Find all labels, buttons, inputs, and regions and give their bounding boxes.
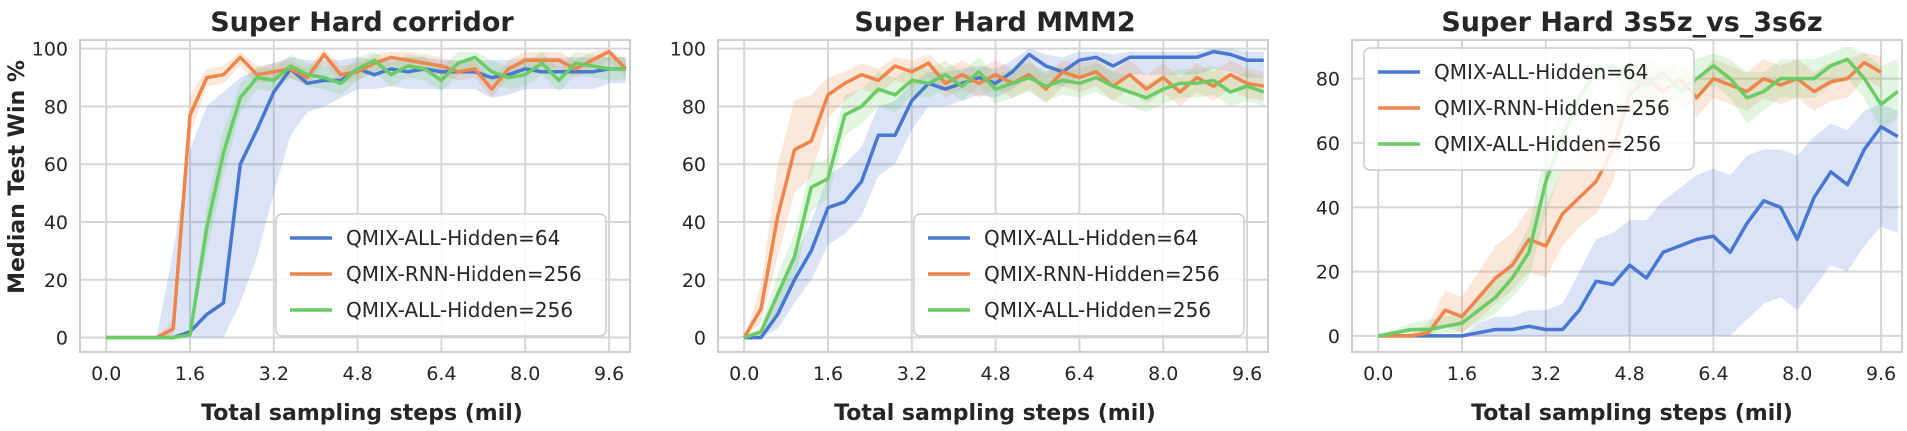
plot-frame [1351, 39, 1903, 353]
legend-label: QMIX-ALL-Hidden=256 [1434, 132, 1661, 156]
band-qmix-all-hidden-64 [744, 48, 1264, 338]
plot-frame [717, 39, 1269, 353]
band-qmix-all-hidden-256 [106, 51, 626, 338]
x-tick-label: 0.0 [91, 363, 121, 385]
x-tick-label: 9.6 [1232, 363, 1262, 385]
x-tick-label: 0.0 [729, 363, 759, 385]
y-tick-label: 20 [682, 270, 706, 292]
x-tick-label: 1.6 [1447, 363, 1477, 385]
x-tick-label: 3.2 [1531, 363, 1561, 385]
band-qmix-all-hidden-64 [106, 57, 626, 338]
band-qmix-rnn-hidden-256 [1378, 52, 1881, 336]
plot-area [1377, 46, 1899, 338]
line-qmix-all-hidden-64 [1378, 125, 1899, 338]
y-tick-label: 40 [1316, 197, 1340, 219]
legend-label: QMIX-RNN-Hidden=256 [346, 262, 582, 286]
y-tick-label: 60 [44, 154, 68, 176]
y-tick-label: 80 [682, 96, 706, 118]
chart-title: Super Hard corridor [210, 7, 514, 38]
line-qmix-all-hidden-64 [106, 67, 626, 340]
y-tick-label: 60 [1316, 133, 1340, 155]
x-tick-label: 1.6 [813, 363, 843, 385]
plot-frame [79, 39, 631, 353]
y-tick-label: 100 [670, 39, 706, 61]
x-tick-label: 6.4 [426, 363, 456, 385]
plot-area [106, 48, 628, 340]
x-tick-label: 9.6 [1866, 363, 1896, 385]
x-tick-label: 8.0 [1148, 363, 1178, 385]
x-tick-label: 9.6 [594, 363, 624, 385]
x-tick-label: 3.2 [897, 363, 927, 385]
band-qmix-all-hidden-64 [1378, 104, 1898, 336]
y-tick-label: 0 [56, 328, 68, 350]
legend-frame [913, 213, 1245, 337]
plot-area [742, 48, 1265, 340]
x-tick-label: 1.6 [175, 363, 205, 385]
legend-label: QMIX-ALL-Hidden=256 [984, 298, 1211, 322]
legend-frame [275, 213, 607, 337]
y-tick-label: 40 [682, 212, 706, 234]
x-tick-label: 0.0 [1363, 363, 1393, 385]
x-tick-label: 4.8 [343, 363, 373, 385]
line-qmix-all-hidden-256 [106, 55, 626, 340]
legend-label: QMIX-RNN-Hidden=256 [1434, 96, 1670, 120]
x-tick-label: 6.4 [1064, 363, 1094, 385]
x-axis-label: Total sampling steps (mil) [1471, 401, 1793, 426]
x-axis-label: Total sampling steps (mil) [834, 401, 1156, 426]
legend-label: QMIX-ALL-Hidden=64 [1434, 60, 1648, 84]
y-tick-label: 100 [32, 39, 68, 61]
chart-title: Super Hard 3s5z_vs_3s6z [1441, 7, 1822, 38]
subplot-3s5z-vs-3s6z: Super Hard 3s5z_vs_3s6z Total sampling s… [1316, 7, 1903, 426]
y-tick-label: 80 [44, 96, 68, 118]
legend: QMIX-ALL-Hidden=64 QMIX-RNN-Hidden=256 QMI… [913, 213, 1245, 337]
band-qmix-rnn-hidden-256 [744, 54, 1264, 338]
x-tick-label: 4.8 [1615, 363, 1645, 385]
y-tick-label: 0 [694, 328, 706, 350]
x-tick-label: 4.8 [981, 363, 1011, 385]
x-tick-label: 8.0 [510, 363, 540, 385]
line-qmix-all-hidden-256 [743, 70, 1265, 340]
x-tick-label: 3.2 [259, 363, 289, 385]
x-tick-label: 6.4 [1698, 363, 1728, 385]
y-tick-label: 20 [1316, 262, 1340, 284]
band-qmix-all-hidden-256 [1378, 46, 1898, 336]
legend-label: QMIX-ALL-Hidden=256 [346, 298, 573, 322]
y-axis-label: Median Test Win % [5, 60, 30, 294]
subplot-mmm2: Super Hard MMM2 Total sampling steps (mi… [670, 7, 1269, 426]
subplot-corridor: Super Hard corridor Total sampling steps… [5, 7, 631, 426]
legend-label: QMIX-RNN-Hidden=256 [984, 262, 1220, 286]
line-qmix-rnn-hidden-256 [742, 61, 1265, 339]
y-tick-label: 80 [1316, 69, 1340, 91]
legend: QMIX-ALL-Hidden=64 QMIX-RNN-Hidden=256 QMI… [275, 213, 607, 337]
legend-label: QMIX-ALL-Hidden=64 [984, 226, 1198, 250]
legend-frame [1363, 47, 1695, 171]
legend: QMIX-ALL-Hidden=64 QMIX-RNN-Hidden=256 QMI… [1363, 47, 1695, 171]
legend-label: QMIX-ALL-Hidden=64 [346, 226, 560, 250]
y-tick-label: 60 [682, 154, 706, 176]
y-tick-label: 0 [1328, 326, 1340, 348]
y-tick-label: 20 [44, 270, 68, 292]
line-qmix-rnn-hidden-256 [106, 49, 628, 340]
x-tick-label: 8.0 [1782, 363, 1812, 385]
y-tick-label: 40 [44, 212, 68, 234]
x-axis-label: Total sampling steps (mil) [201, 401, 523, 426]
chart-title: Super Hard MMM2 [854, 7, 1135, 38]
